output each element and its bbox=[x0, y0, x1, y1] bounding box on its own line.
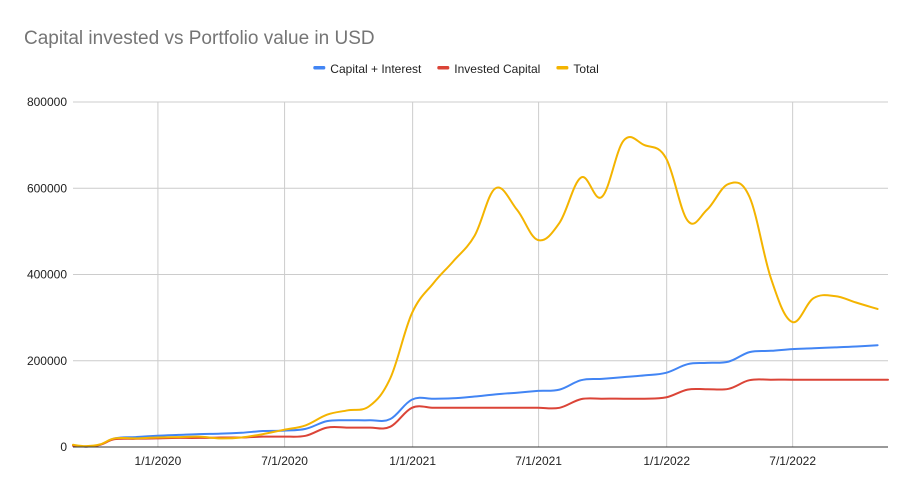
y-tick-label: 600000 bbox=[27, 181, 67, 195]
series-line-total bbox=[72, 136, 879, 448]
gridlines bbox=[73, 101, 888, 447]
x-tick-label: 7/1/2020 bbox=[261, 454, 308, 468]
y-tick-label: 200000 bbox=[27, 354, 67, 368]
x-tick-label: 7/1/2021 bbox=[515, 454, 562, 468]
y-axis-ticks: 0 200000 400000 600000 800000 bbox=[27, 95, 67, 454]
x-axis-ticks: 1/1/2020 7/1/2020 1/1/2021 7/1/2021 1/1/2022… bbox=[135, 454, 817, 468]
legend: Capital + Interest Invested Capital Total bbox=[313, 62, 599, 76]
legend-swatch bbox=[313, 66, 326, 70]
series-line-invested-capital bbox=[72, 378, 889, 448]
x-tick-label: 1/1/2022 bbox=[643, 454, 690, 468]
y-tick-label: 800000 bbox=[27, 95, 67, 109]
legend-swatch bbox=[556, 66, 569, 70]
legend-label: Capital + Interest bbox=[330, 62, 422, 76]
legend-item: Total bbox=[556, 62, 599, 76]
x-tick-label: 1/1/2021 bbox=[389, 454, 436, 468]
legend-swatch bbox=[437, 66, 450, 70]
x-tick-label: 1/1/2020 bbox=[135, 454, 182, 468]
legend-item: Invested Capital bbox=[437, 62, 540, 76]
chart-title: Capital invested vs Portfolio value in U… bbox=[24, 28, 375, 49]
series-lines bbox=[72, 136, 889, 448]
y-tick-label: 400000 bbox=[27, 268, 67, 282]
legend-item: Capital + Interest bbox=[313, 62, 422, 76]
legend-label: Total bbox=[573, 62, 598, 76]
x-tick-label: 7/1/2022 bbox=[769, 454, 816, 468]
series-line-capital-interest bbox=[72, 344, 879, 448]
y-tick-label: 0 bbox=[60, 440, 67, 454]
legend-label: Invested Capital bbox=[454, 62, 540, 76]
